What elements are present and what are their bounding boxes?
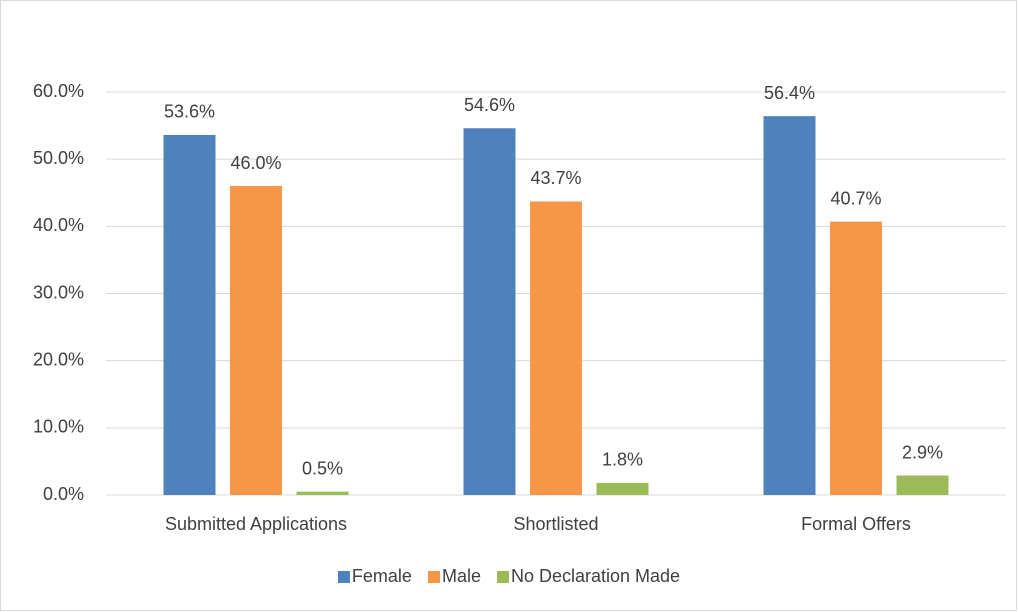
- data-label: 56.4%: [764, 83, 815, 103]
- legend-swatch: [427, 571, 440, 583]
- y-tick-label: 10.0%: [33, 417, 84, 437]
- y-tick-label: 30.0%: [33, 282, 84, 302]
- data-label: 53.6%: [164, 102, 215, 122]
- y-tick-label: 20.0%: [33, 349, 84, 369]
- legend-label: Female: [352, 566, 412, 586]
- bar: [230, 186, 282, 496]
- x-tick-label: Shortlisted: [513, 514, 598, 534]
- x-tick-label: Formal Offers: [801, 514, 911, 534]
- bar: [596, 482, 649, 495]
- y-tick-label: 50.0%: [33, 148, 84, 168]
- x-tick-label: Submitted Applications: [165, 514, 347, 534]
- data-label: 43.7%: [530, 168, 581, 188]
- legend-label: No Declaration Made: [511, 566, 680, 586]
- bar: [763, 116, 816, 496]
- data-label: 1.8%: [602, 450, 643, 470]
- bar: [896, 475, 949, 495]
- y-tick-label: 0.0%: [43, 484, 84, 504]
- data-label: 46.0%: [230, 153, 281, 173]
- bar: [163, 134, 216, 495]
- y-tick-label: 60.0%: [33, 81, 84, 101]
- data-label: 40.7%: [830, 188, 881, 208]
- data-label: 54.6%: [464, 95, 515, 115]
- legend-label: Male: [442, 566, 481, 586]
- bar: [296, 491, 349, 495]
- legend-swatch: [496, 571, 509, 583]
- y-tick-label: 40.0%: [33, 215, 84, 235]
- bar: [463, 128, 516, 495]
- bar: [830, 221, 882, 496]
- data-label: 2.9%: [902, 442, 943, 462]
- legend-swatch: [337, 571, 350, 583]
- bar: [530, 201, 582, 495]
- data-label: 0.5%: [302, 458, 343, 478]
